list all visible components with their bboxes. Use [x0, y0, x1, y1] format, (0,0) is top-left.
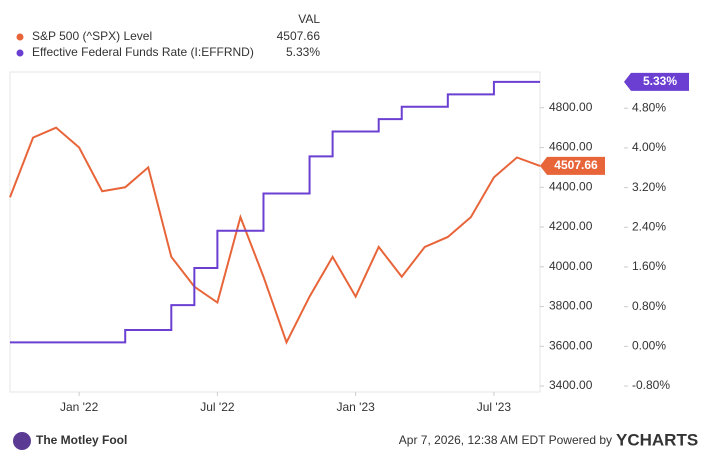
legend-label: S&P 500 (^SPX) Level [32, 29, 152, 43]
x-tick-label: Jan '22 [60, 400, 99, 414]
value-tag [540, 156, 605, 175]
series-line [10, 80, 540, 344]
brand: The Motley Fool [36, 433, 127, 447]
y-tick-label: 4200.00 [549, 219, 593, 233]
value-header: VAL [298, 12, 320, 26]
legend-value: 5.33% [286, 45, 320, 59]
legend-value: 4507.66 [277, 29, 321, 43]
y-tick-label: 4800.00 [549, 100, 593, 114]
value-tag [624, 72, 689, 91]
timestamp: Apr 7, 2026, 12:38 AM EDT Powered by [399, 433, 612, 447]
y-tick-label: 4400.00 [549, 179, 593, 193]
legend-label: Effective Federal Funds Rate (I:EFFRND) [32, 45, 254, 59]
y2-tick-label: 3.20% [632, 180, 666, 194]
x-tick-label: Jul '23 [477, 400, 512, 414]
y2-tick-label: 0.00% [632, 339, 666, 353]
y2-tick-label: 4.00% [632, 140, 666, 154]
y2-tick-label: -0.80% [632, 378, 670, 392]
legend-marker [16, 49, 24, 57]
provider: YCHARTS [616, 430, 698, 449]
y-tick-label: 3400.00 [549, 378, 593, 392]
y-tick-label: 3600.00 [549, 338, 593, 352]
y-tick-label: 4000.00 [549, 259, 593, 273]
y-tick-label: 3800.00 [549, 299, 593, 313]
legend-marker [16, 33, 24, 41]
x-tick-label: Jul '22 [200, 400, 235, 414]
y2-tick-label: 1.60% [632, 259, 666, 273]
value-tag-label: 5.33% [643, 74, 677, 88]
series-line [9, 126, 541, 345]
y2-tick-label: 2.40% [632, 219, 666, 233]
brand-icon [13, 432, 31, 450]
value-tag-label: 4507.66 [554, 158, 598, 172]
plot-area [9, 71, 541, 393]
y-tick-label: 4600.00 [549, 140, 593, 154]
x-tick-label: Jan '23 [336, 400, 375, 414]
y2-tick-label: 4.80% [632, 100, 666, 114]
y2-tick-label: 0.80% [632, 299, 666, 313]
